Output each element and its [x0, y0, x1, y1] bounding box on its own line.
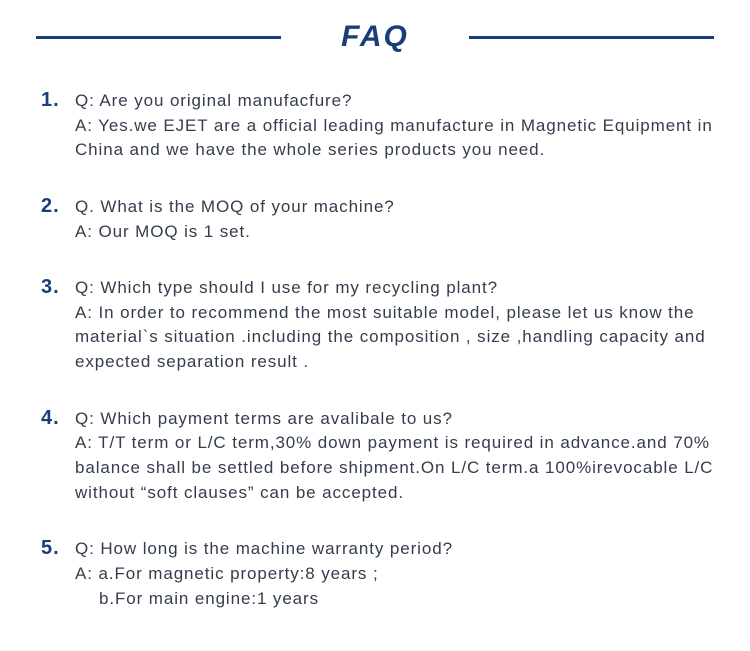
faq-item: 5. Q: How long is the machine warranty p… — [41, 537, 725, 611]
faq-list: 1. Q: Are you original manufacfure? A: Y… — [25, 89, 725, 611]
faq-item: 4. Q: Which payment terms are avalibale … — [41, 407, 725, 506]
faq-question: Q. What is the MOQ of your machine? — [75, 195, 725, 220]
faq-header: FAQ — [25, 20, 725, 54]
faq-answer: A: Yes.we EJET are a official leading ma… — [75, 114, 725, 163]
faq-item: 3. Q: Which type should I use for my rec… — [41, 276, 725, 375]
faq-number: 3. — [41, 276, 75, 299]
faq-answer: A: Our MOQ is 1 set. — [75, 220, 725, 245]
header-line-left — [36, 36, 281, 39]
faq-content: Q: Which type should I use for my recycl… — [75, 276, 725, 375]
faq-number: 2. — [41, 195, 75, 218]
faq-number: 1. — [41, 89, 75, 112]
faq-answer: A: T/T term or L/C term,30% down payment… — [75, 431, 725, 505]
faq-answer: A: In order to recommend the most suitab… — [75, 301, 725, 375]
faq-number: 4. — [41, 407, 75, 430]
faq-number: 5. — [41, 537, 75, 560]
faq-content: Q: How long is the machine warranty peri… — [75, 537, 725, 611]
faq-content: Q. What is the MOQ of your machine? A: O… — [75, 195, 725, 244]
faq-content: Q: Are you original manufacfure? A: Yes.… — [75, 89, 725, 163]
faq-question: Q: Are you original manufacfure? — [75, 89, 725, 114]
faq-question: Q: Which type should I use for my recycl… — [75, 276, 725, 301]
faq-answer-extra: b.For main engine:1 years — [75, 587, 725, 612]
header-line-right — [469, 36, 714, 39]
faq-item: 1. Q: Are you original manufacfure? A: Y… — [41, 89, 725, 163]
faq-item: 2. Q. What is the MOQ of your machine? A… — [41, 195, 725, 244]
faq-question: Q: How long is the machine warranty peri… — [75, 537, 725, 562]
faq-question: Q: Which payment terms are avalibale to … — [75, 407, 725, 432]
faq-content: Q: Which payment terms are avalibale to … — [75, 407, 725, 506]
faq-answer: A: a.For magnetic property:8 years ; — [75, 562, 725, 587]
faq-title: FAQ — [341, 20, 409, 54]
